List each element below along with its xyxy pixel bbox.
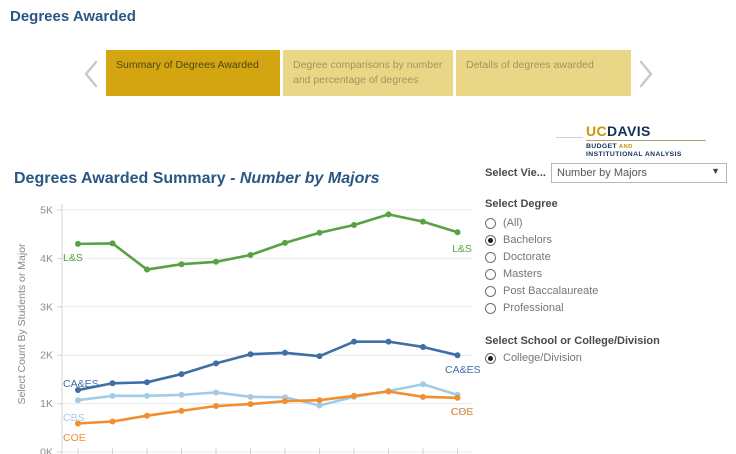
series-label-left-coe: COE: [63, 432, 86, 445]
series-label-right-cbs: CBS: [451, 405, 473, 418]
radio-icon: [485, 268, 496, 280]
radio-icon: [485, 217, 496, 229]
view-dropdown-value: Number by Majors: [557, 167, 647, 179]
select-school-label: Select School or College/Division: [485, 335, 660, 347]
tab-degree-comparisons[interactable]: Degree comparisons by number and percent…: [283, 50, 453, 96]
tab-label: Degree comparisons by number and percent…: [293, 59, 443, 86]
view-dropdown[interactable]: Number by Majors ▼: [551, 163, 727, 183]
series-label-left-cbs: CBS: [63, 412, 85, 425]
logo-rule: [586, 140, 706, 141]
select-view-label: Select Vie...: [485, 167, 546, 179]
logo-subtitle-line1: BUDGET AND: [586, 143, 633, 150]
radio-icon: [485, 302, 496, 314]
svg-text:2K: 2K: [40, 350, 53, 362]
series-label-right-coe: COE: [450, 405, 474, 418]
series-label-left-l-s: L&S: [63, 251, 83, 264]
chart-title: Degrees Awarded Summary - Number by Majo…: [14, 170, 380, 187]
ucdavis-wordmark: UCDAVIS: [586, 123, 651, 139]
tab-label: Details of degrees awarded: [466, 59, 594, 71]
logo-divider-line: [556, 137, 583, 138]
svg-text:5K: 5K: [40, 205, 53, 217]
radio-option-bachelors[interactable]: Bachelors: [485, 232, 552, 248]
tab-summary-of-degrees-awarded[interactable]: Summary of Degrees Awarded: [106, 50, 280, 96]
chart-canvas: 0K 1K 2K 3K 4K 5K: [40, 204, 472, 454]
radio-icon: [485, 251, 496, 263]
radio-option-masters[interactable]: Masters: [485, 266, 542, 282]
tab-label: Summary of Degrees Awarded: [116, 59, 259, 71]
radio-icon: [485, 352, 496, 364]
svg-text:4K: 4K: [40, 253, 53, 265]
series-label-right-ca-es: CA&ES: [445, 364, 481, 377]
tab-details-of-degrees[interactable]: Details of degrees awarded: [456, 50, 631, 96]
svg-text:1K: 1K: [40, 398, 53, 410]
svg-text:0K: 0K: [40, 447, 53, 454]
radio-option-doctorate[interactable]: Doctorate: [485, 249, 551, 265]
series-label-right-l-s: L&S: [452, 243, 472, 256]
radio-option-all[interactable]: (All): [485, 215, 523, 231]
line-chart[interactable]: Select Count By Students or Major 0K 1K 2K…: [0, 196, 486, 454]
radio-icon: [485, 285, 496, 297]
chevron-down-icon: ▼: [711, 166, 720, 176]
series-label-left-ca-es: CA&ES: [63, 378, 99, 391]
logo-subtitle-line2: INSTITUTIONAL ANALYSIS: [586, 151, 682, 158]
svg-text:3K: 3K: [40, 301, 53, 313]
next-tab-chevron-icon[interactable]: [637, 59, 655, 89]
radio-option-college-division[interactable]: College/Division: [485, 350, 582, 366]
ucdavis-budget-logo: UCDAVIS BUDGET AND INSTITUTIONAL ANALYSI…: [586, 124, 730, 159]
radio-option-professional[interactable]: Professional: [485, 300, 564, 316]
radio-icon: [485, 234, 496, 246]
previous-tab-chevron-icon[interactable]: [82, 59, 100, 89]
radio-option-post-baccalaureate[interactable]: Post Baccalaureate: [485, 283, 598, 299]
page-title: Degrees Awarded: [10, 8, 136, 25]
select-degree-label: Select Degree: [485, 198, 558, 210]
